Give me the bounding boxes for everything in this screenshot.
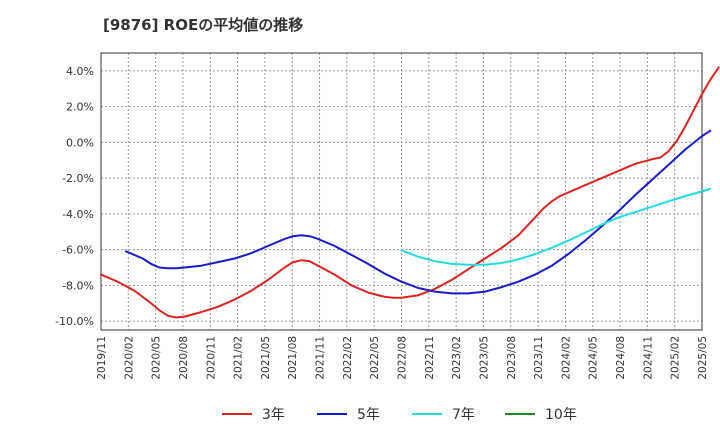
y-tick-label: -10.0% xyxy=(55,315,94,328)
x-tick-label: 2022/11 xyxy=(424,336,436,380)
series-lines xyxy=(100,66,720,319)
x-tick-label: 2023/02 xyxy=(451,336,463,380)
y-tick-label: -4.0% xyxy=(62,208,94,221)
x-tick-label: 2025/05 xyxy=(697,336,709,380)
legend-label-7年: 7年 xyxy=(452,407,475,423)
x-tick-label: 2023/05 xyxy=(478,336,490,380)
x-tick-label: 2021/11 xyxy=(315,336,327,380)
series-line-7年 xyxy=(400,187,712,266)
x-tick-label: 2022/08 xyxy=(397,336,409,380)
x-tick-label: 2023/11 xyxy=(533,336,545,380)
x-tick-label: 2020/08 xyxy=(178,336,190,380)
x-tick-label: 2021/05 xyxy=(260,336,272,380)
legend-label-5年: 5年 xyxy=(357,407,380,423)
grid xyxy=(101,53,702,330)
x-tick-label: 2024/05 xyxy=(588,336,600,380)
x-tick-label: 2019/11 xyxy=(96,336,108,380)
x-tick-label: 2021/02 xyxy=(233,336,245,380)
x-tick-label: 2025/02 xyxy=(670,336,682,380)
y-tick-label: 2.0% xyxy=(66,101,94,114)
x-axis: 2019/11 2020/02 2020/05 2020/08 2020/11 2021/… xyxy=(96,336,709,380)
y-axis: 4.0% 2.0% 0.0% -2.0% -4.0% -6.0% -8.0% -10.0% xyxy=(55,65,94,328)
y-tick-label: -6.0% xyxy=(62,244,94,257)
series-line-5年 xyxy=(125,129,712,295)
x-tick-label: 2021/08 xyxy=(287,336,299,380)
y-tick-label: 0.0% xyxy=(66,136,94,149)
y-tick-label: -2.0% xyxy=(62,172,94,185)
x-tick-label: 2022/02 xyxy=(342,336,354,380)
x-tick-label: 2024/08 xyxy=(615,336,627,380)
series-line-3年 xyxy=(100,66,720,319)
x-tick-label: 2022/05 xyxy=(369,336,381,380)
legend: 3年 5年 7年 10年 xyxy=(222,407,577,423)
x-tick-label: 2024/02 xyxy=(560,336,572,380)
legend-label-10年: 10年 xyxy=(545,407,577,423)
legend-label-3年: 3年 xyxy=(262,407,285,423)
x-tick-label: 2024/11 xyxy=(642,336,654,380)
x-tick-label: 2020/11 xyxy=(205,336,217,380)
y-tick-label: 4.0% xyxy=(66,65,94,78)
chart-title: [9876] ROEの平均値の推移 xyxy=(103,16,303,34)
y-tick-label: -8.0% xyxy=(62,279,94,292)
x-tick-label: 2020/02 xyxy=(123,336,135,380)
x-tick-label: 2023/08 xyxy=(506,336,518,380)
x-tick-label: 2020/05 xyxy=(151,336,163,380)
